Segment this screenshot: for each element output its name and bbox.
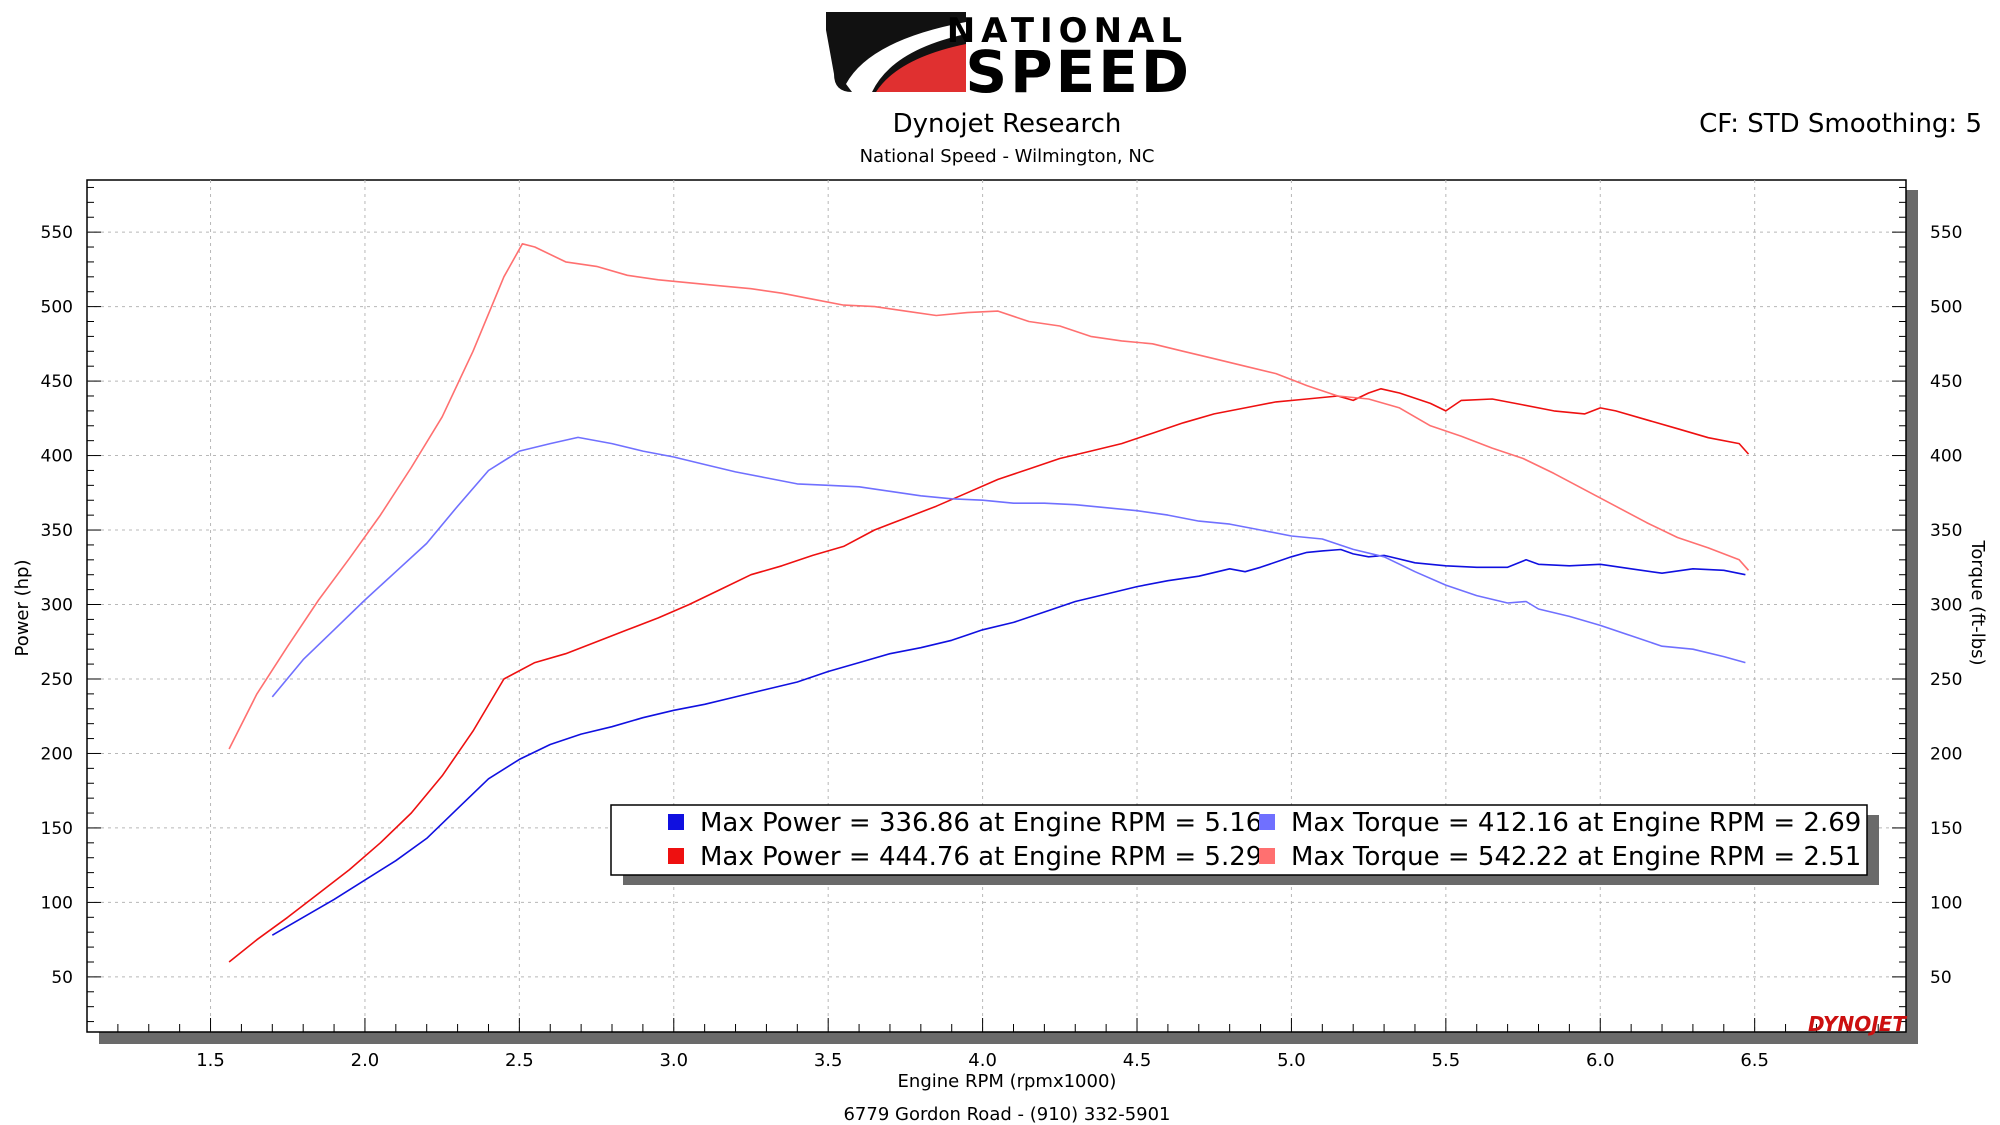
y-tick-label-left: 550: [41, 223, 73, 243]
series-line-torque-run2: [228, 243, 1750, 750]
x-tick-label: 3.5: [814, 1050, 843, 1071]
legend-swatch-torque-run2: [1259, 848, 1275, 864]
legend-swatch-power-run2: [668, 848, 684, 864]
y-tick-label-right: 150: [1930, 819, 1962, 839]
y-tick-label-right: 50: [1930, 968, 1952, 988]
legend: Max Power = 336.86 at Engine RPM = 5.16 …: [610, 804, 1879, 885]
x-tick-label: 6.5: [1740, 1050, 1769, 1071]
y-axis-label-left: Power (hp): [12, 559, 33, 656]
series-line-torque-run1: [271, 436, 1746, 698]
legend-entry-power-run1: Max Power = 336.86 at Engine RPM = 5.16: [700, 808, 1262, 838]
y-tick-label-left: 150: [41, 819, 73, 839]
plot-area: [86, 179, 1907, 1033]
y-tick-label-left: 300: [41, 596, 73, 616]
plot-shadow-right: [1906, 190, 1918, 1044]
chart-subtitle: National Speed - Wilmington, NC: [860, 146, 1155, 167]
x-tick-label: 5.5: [1432, 1050, 1461, 1071]
x-axis-label: Engine RPM (rpmx1000): [898, 1071, 1117, 1092]
y-axis-ticks: 50 50 100 100 150 150 200 200 250 250 300 300 350 350…: [41, 186, 1962, 1023]
correction-info: CF: STD Smoothing: 5: [1699, 109, 1982, 139]
logo-emblem: [826, 12, 966, 92]
legend-entry-torque-run2: Max Torque = 542.22 at Engine RPM = 2.51: [1291, 842, 1861, 872]
x-tick-label: 2.0: [351, 1050, 380, 1071]
y-tick-label-left: 250: [41, 670, 73, 690]
y-tick-label-left: 200: [41, 744, 73, 764]
x-tick-label: 4.5: [1123, 1050, 1152, 1071]
y-tick-label-right: 250: [1930, 670, 1962, 690]
y-tick-label-left: 350: [41, 521, 73, 541]
series: [228, 243, 1750, 963]
legend-entry-power-run2: Max Power = 444.76 at Engine RPM = 5.29: [700, 842, 1262, 872]
y-tick-label-right: 200: [1930, 744, 1962, 764]
legend-swatch-power-run1: [668, 814, 684, 830]
y-tick-label-right: 550: [1930, 223, 1962, 243]
national-speed-logo: NATIONAL SPEED: [826, 11, 1192, 106]
plot-shadow-bottom: [99, 1032, 1918, 1044]
grid: [87, 180, 1906, 1032]
series-line-power-run2: [228, 388, 1750, 963]
x-tick-label: 4.0: [968, 1050, 997, 1071]
x-tick-label: 3.0: [659, 1050, 688, 1071]
y-tick-label-right: 300: [1930, 596, 1962, 616]
chart-title: Dynojet Research: [893, 109, 1122, 139]
y-tick-label-right: 400: [1930, 447, 1962, 467]
legend-entry-torque-run1: Max Torque = 412.16 at Engine RPM = 2.69: [1291, 808, 1861, 838]
logo-word-national: NATIONAL: [947, 11, 1188, 51]
x-axis-ticks: 1.5 2.0 2.5 3.0 3.5 4.0 4.5 5.0 5.5 6.0 6.5: [86, 1018, 1879, 1071]
x-tick-label: 5.0: [1277, 1050, 1306, 1071]
x-tick-label: 2.5: [505, 1050, 534, 1071]
y-tick-label-left: 500: [41, 298, 73, 318]
y-tick-label-left: 450: [41, 372, 73, 392]
y-tick-label-right: 100: [1930, 893, 1962, 913]
y-tick-label-right: 500: [1930, 298, 1962, 318]
y-tick-label-left: 400: [41, 447, 73, 467]
y-tick-label-left: 100: [41, 893, 73, 913]
y-axis-label-right: Torque (ft-lbs): [1967, 539, 1988, 665]
logo-word-speed: SPEED: [965, 38, 1192, 106]
dynojet-watermark: DYNOJET: [1808, 1012, 1907, 1036]
x-tick-label: 1.5: [196, 1050, 225, 1071]
y-tick-label-right: 450: [1930, 372, 1962, 392]
footer-address: 6779 Gordon Road - (910) 332-5901: [843, 1104, 1170, 1125]
series-line-power-run1: [271, 548, 1746, 936]
x-tick-label: 6.0: [1586, 1050, 1615, 1071]
y-tick-label-right: 350: [1930, 521, 1962, 541]
legend-swatch-torque-run1: [1259, 814, 1275, 830]
y-tick-label-left: 50: [51, 968, 73, 988]
legend-box: [610, 804, 1868, 876]
